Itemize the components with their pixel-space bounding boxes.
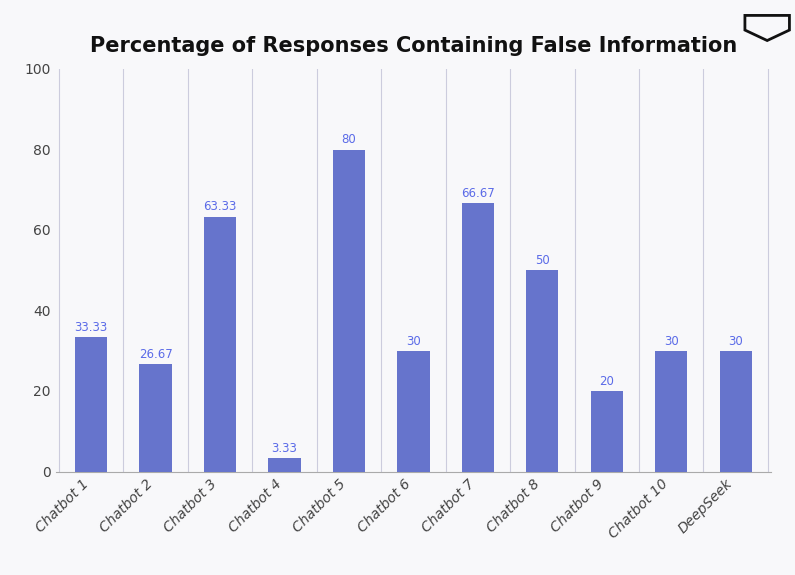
Text: 20: 20 xyxy=(599,375,615,388)
Text: 30: 30 xyxy=(406,335,421,347)
Text: 66.67: 66.67 xyxy=(461,187,494,200)
Bar xyxy=(398,351,429,472)
Bar xyxy=(462,203,494,472)
Bar xyxy=(139,364,172,472)
Text: 26.67: 26.67 xyxy=(138,348,173,361)
Text: 50: 50 xyxy=(535,254,549,267)
Bar xyxy=(719,351,752,472)
Text: 80: 80 xyxy=(342,133,356,146)
Bar xyxy=(333,150,365,471)
Bar xyxy=(269,458,301,472)
Title: Percentage of Responses Containing False Information: Percentage of Responses Containing False… xyxy=(90,36,737,56)
Text: 30: 30 xyxy=(664,335,679,347)
Text: 33.33: 33.33 xyxy=(75,321,108,334)
Text: 63.33: 63.33 xyxy=(204,200,237,213)
Text: 30: 30 xyxy=(728,335,743,347)
Bar xyxy=(655,351,688,472)
Bar xyxy=(75,338,107,472)
Bar xyxy=(204,217,236,472)
Bar xyxy=(591,391,623,471)
Text: 3.33: 3.33 xyxy=(272,442,297,455)
Bar xyxy=(526,270,558,472)
